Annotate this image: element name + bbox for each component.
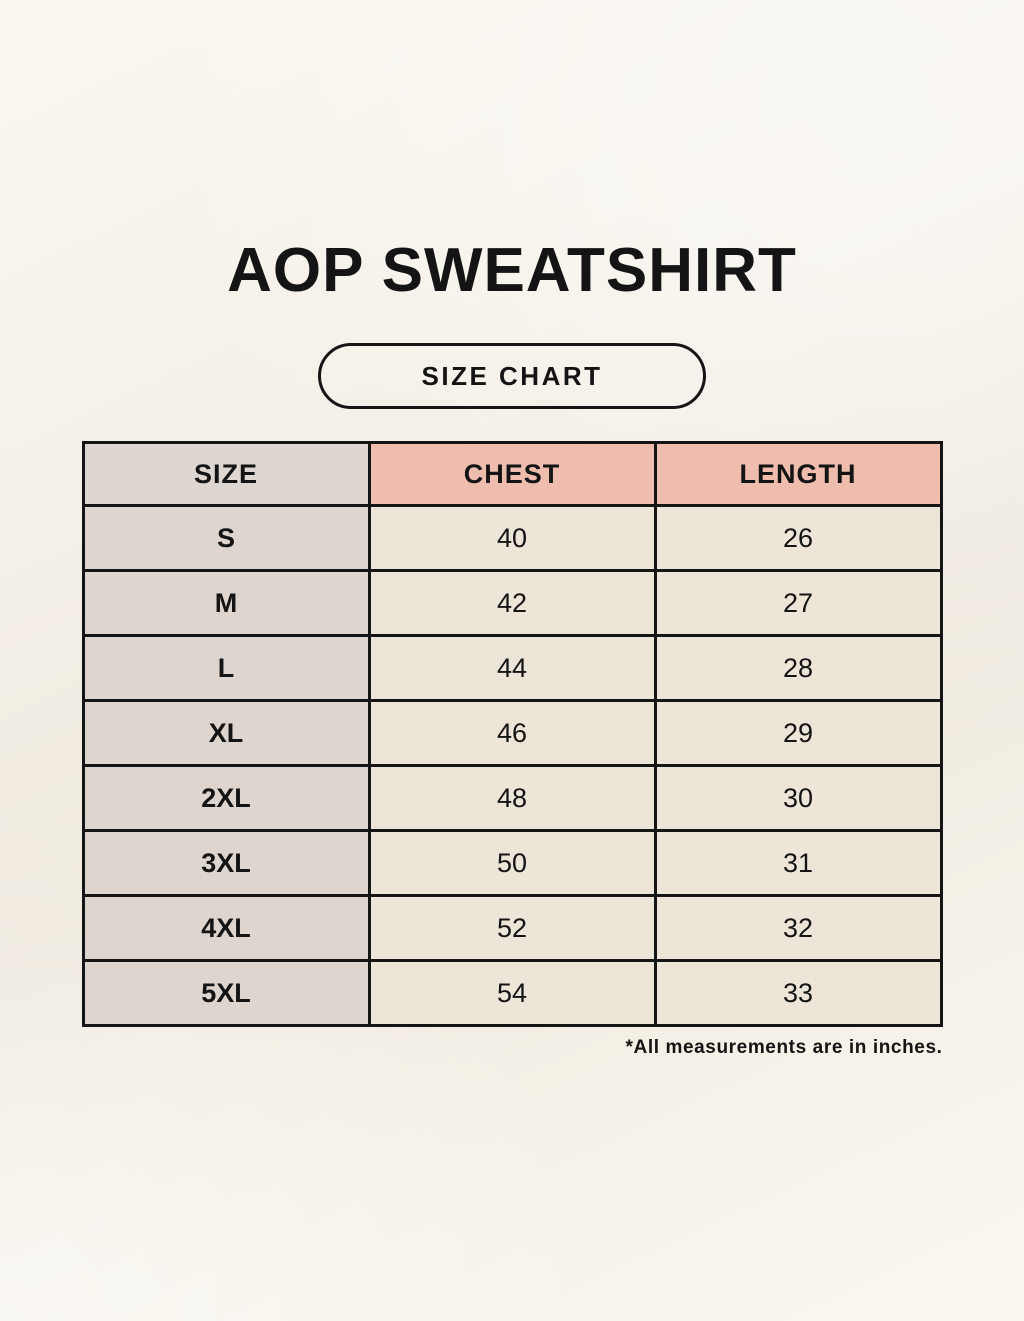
size-cell: 3XL: [81, 829, 371, 898]
length-cell: 30: [653, 764, 943, 833]
header-row: SIZE CHEST LENGTH: [81, 441, 943, 508]
length-cell: 28: [653, 634, 943, 703]
measurements-footnote: *All measurements are in inches.: [625, 1037, 943, 1059]
chest-cell: 42: [367, 569, 657, 638]
size-cell: L: [81, 634, 371, 703]
chest-cell: 48: [367, 764, 657, 833]
table-row: M 42 27: [81, 569, 943, 638]
table-row: L 44 28: [81, 634, 943, 703]
size-cell: M: [81, 569, 371, 638]
chest-cell: 54: [367, 959, 657, 1028]
table-row: 5XL 54 33: [81, 959, 943, 1028]
length-cell: 29: [653, 699, 943, 768]
size-chart-table: SIZE CHEST LENGTH S 40 26 M 42 27 L 44 28 XL 46 29 2XL…: [81, 441, 943, 1028]
table-row: 2XL 48 30: [81, 764, 943, 833]
size-cell: 5XL: [81, 959, 371, 1028]
table-row: S 40 26: [81, 504, 943, 573]
column-header-size: SIZE: [81, 441, 371, 508]
page-title: AOP SWEATSHIRT: [227, 236, 797, 305]
size-chart-body: S 40 26 M 42 27 L 44 28 XL 46 29 2XL 48 30 3XL 50 31 4XL 52…: [81, 504, 943, 1028]
badge-container: SIZE CHART: [0, 343, 1024, 410]
length-cell: 27: [653, 569, 943, 638]
chest-cell: 50: [367, 829, 657, 898]
length-cell: 26: [653, 504, 943, 573]
size-cell: 4XL: [81, 894, 371, 963]
column-header-length: LENGTH: [653, 441, 943, 508]
table-row: XL 46 29: [81, 699, 943, 768]
size-cell: S: [81, 504, 371, 573]
chest-cell: 46: [367, 699, 657, 768]
chest-cell: 40: [367, 504, 657, 573]
size-cell: XL: [81, 699, 371, 768]
chest-cell: 52: [367, 894, 657, 963]
size-chart-badge-label: SIZE CHART: [421, 360, 603, 391]
table-row: 3XL 50 31: [81, 829, 943, 898]
length-cell: 31: [653, 829, 943, 898]
size-chart-header: SIZE CHEST LENGTH: [81, 441, 943, 508]
table-row: 4XL 52 32: [81, 894, 943, 963]
size-chart-badge[interactable]: SIZE CHART: [318, 343, 706, 410]
column-header-chest: CHEST: [367, 441, 657, 508]
length-cell: 33: [653, 959, 943, 1028]
size-cell: 2XL: [81, 764, 371, 833]
chest-cell: 44: [367, 634, 657, 703]
size-chart-table-container: SIZE CHEST LENGTH S 40 26 M 42 27 L 44 28 XL 46 29 2XL…: [81, 441, 943, 1028]
length-cell: 32: [653, 894, 943, 963]
